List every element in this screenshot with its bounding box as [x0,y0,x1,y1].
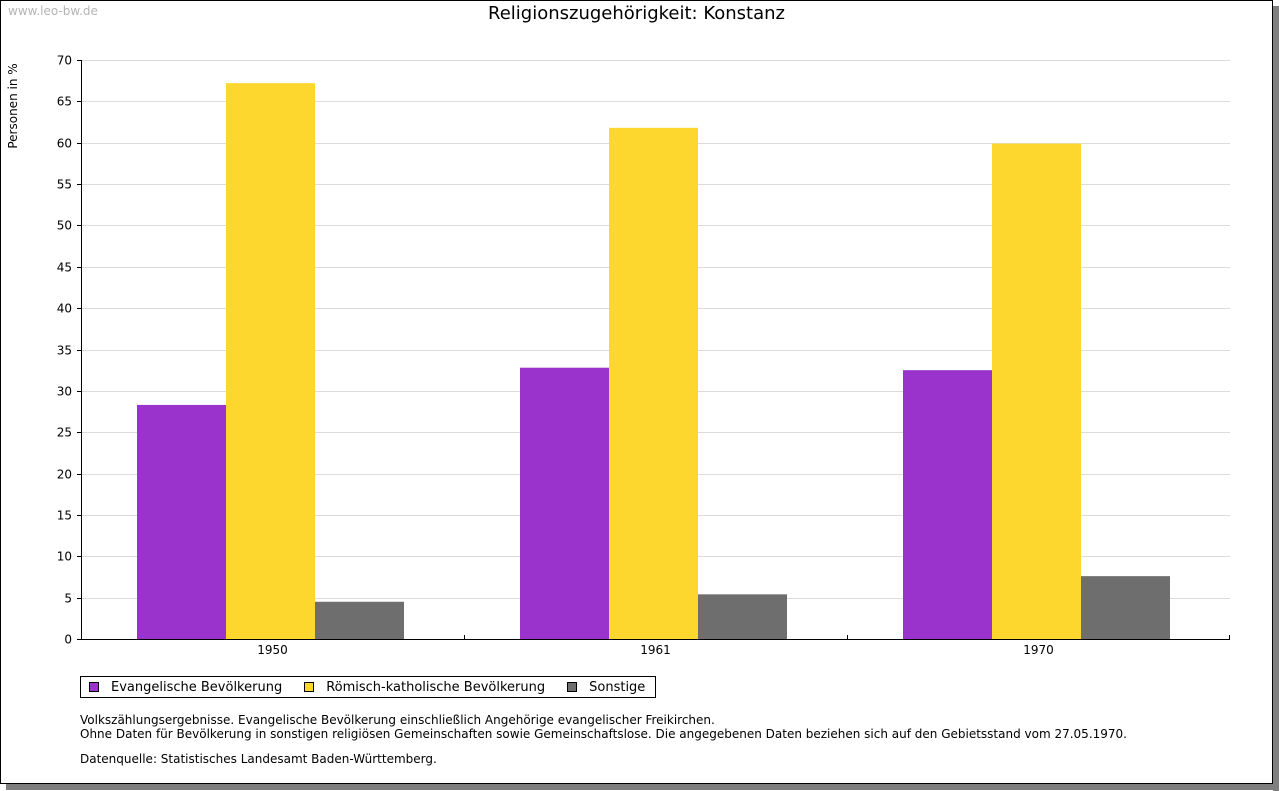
bars [137,83,1170,639]
y-tick-label: 5 [64,592,72,606]
bar-1970-0 [903,370,992,639]
y-tick-label: 10 [57,550,72,564]
frame-shadow-bottom [6,784,1279,790]
note-line-2: Ohne Daten für Bevölkerung in sonstigen … [80,727,1127,741]
y-tick-label: 70 [57,54,72,68]
y-tick-label: 45 [57,261,72,275]
bar-1950-1 [226,83,315,639]
y-tick-label: 25 [57,426,72,440]
bar-1961-0 [520,367,609,639]
y-tick-label: 30 [57,385,72,399]
bar-chart: 0 5 10 15 20 25 30 35 40 45 50 55 60 65 70 1950 1961 1970… [6,54,1230,658]
y-tick-label: 35 [57,344,72,358]
bar-1950-2 [315,601,404,639]
x-tick-label: 1970 [1023,643,1054,657]
frame-shadow-right [1273,6,1279,791]
y-tick-label: 15 [57,509,72,523]
legend-label: Sonstige [589,679,646,695]
y-tick-label: 65 [57,95,72,109]
bar-1961-1 [609,127,698,639]
y-tick-label: 0 [64,633,72,647]
x-tick-label: 1950 [257,643,288,657]
y-tick-label: 50 [57,219,72,233]
chart-notes: Volkszählungsergebnisse. Evangelische Be… [80,713,1127,741]
watermark[interactable]: www.leo-bw.de [8,4,98,18]
legend-item-sonstige: Sonstige [567,680,645,695]
legend-item-evangelisch: Evangelische Bevölkerung [89,680,282,695]
y-tick-label: 55 [57,178,72,192]
axis-labels: 0 5 10 15 20 25 30 35 40 45 50 55 60 65 70 1950 1961 1970 [57,54,1054,658]
y-tick-label: 60 [57,137,72,151]
note-line-1: Volkszählungsergebnisse. Evangelische Be… [80,713,715,727]
legend-swatch [304,682,315,692]
bar-1961-2 [698,594,787,639]
bar-1950-0 [137,404,226,639]
y-axis-label: Personen in % [6,63,20,148]
y-tick-label: 40 [57,302,72,316]
legend-label: Evangelische Bevölkerung [111,679,283,695]
legend-item-katholisch: Römisch-katholische Bevölkerung [304,680,545,695]
legend-label: Römisch-katholische Bevölkerung [326,679,546,695]
y-tick-label: 20 [57,468,72,482]
legend: Evangelische Bevölkerung Römisch-katholi… [80,676,657,698]
legend-swatch [567,682,578,692]
bar-1970-2 [1081,576,1170,639]
bar-1970-1 [992,143,1081,639]
chart-title: Religionszugehörigkeit: Konstanz [488,3,785,24]
axes [77,60,1230,640]
x-tick-label: 1961 [640,643,671,657]
legend-swatch [89,682,99,692]
data-source: Datenquelle: Statistisches Landesamt Bad… [80,752,437,766]
